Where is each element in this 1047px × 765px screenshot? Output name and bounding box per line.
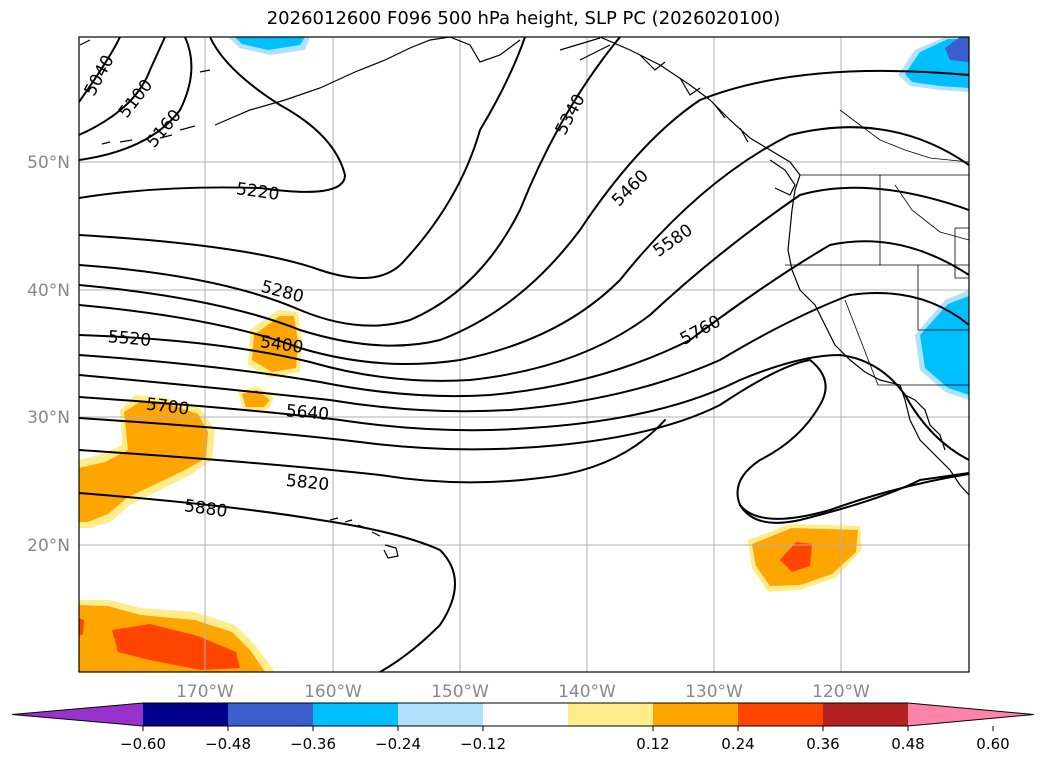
map-frame [78, 36, 970, 673]
lon-label: 130°W [685, 682, 743, 702]
contour-label: 5820 [285, 471, 330, 495]
lon-label: 140°W [558, 682, 616, 702]
lon-label: 170°W [176, 682, 234, 702]
longitude-labels: 170°W 160°W 150°W 140°W 130°W 120°W [176, 682, 870, 702]
colorbar-tick-label: −0.24 [375, 735, 421, 753]
colorbar-tick-label: −0.12 [460, 735, 506, 753]
colorbar-tick-label: 0.24 [721, 735, 754, 753]
colorbar-tick-label: 0.36 [806, 735, 839, 753]
lat-label: 30°N [27, 408, 70, 428]
colorbar-segment [313, 703, 398, 726]
colorbar-tick-label: 0.12 [636, 735, 669, 753]
lon-label: 150°W [431, 682, 489, 702]
colorbar-tick-label: 0.60 [976, 735, 1009, 753]
contour-label: 5520 [107, 327, 152, 351]
positive-anomaly-region [780, 542, 812, 572]
colorbar-tick-label: −0.60 [120, 735, 166, 753]
map-title: 2026012600 F096 500 hPa height, SLP PC (… [266, 8, 781, 29]
negative-anomaly-region [235, 37, 305, 50]
positive-anomaly-region [79, 618, 84, 636]
negative-anomaly-region [945, 37, 969, 62]
colorbar-tick-label: −0.36 [290, 735, 336, 753]
lat-label: 20°N [27, 536, 70, 556]
colorbar-segment [653, 703, 738, 726]
colorbar-segment [143, 703, 228, 726]
negative-anomaly-region [920, 296, 969, 395]
colorbar-extend-high [908, 703, 1034, 726]
political-borders [785, 109, 969, 386]
anomaly-shading [79, 37, 969, 672]
latitude-labels: 50°N 40°N 30°N 20°N [27, 153, 70, 556]
colorbar-extend-low [12, 703, 143, 726]
lon-label: 160°W [304, 682, 362, 702]
graticule [79, 37, 969, 672]
height-contours [79, 37, 969, 672]
positive-anomaly-region [252, 316, 298, 372]
colorbar-tick-label: 0.48 [891, 735, 924, 753]
lat-label: 40°N [27, 281, 70, 301]
colorbar-tick-label: −0.48 [205, 735, 251, 753]
colorbar-segment [568, 703, 653, 726]
colorbar-segment [483, 703, 568, 726]
contour-label: 5640 [285, 401, 330, 425]
colorbar-segment [398, 703, 483, 726]
lat-label: 50°N [27, 153, 70, 173]
colorbar-segment [228, 703, 313, 726]
positive-anomaly-region [79, 402, 208, 522]
positive-anomaly-region [242, 390, 270, 407]
positive-anomaly-region [112, 624, 240, 670]
colorbar-segment [823, 703, 908, 726]
colorbar-segment [738, 703, 823, 726]
lon-label: 120°W [812, 682, 870, 702]
colorbar: −0.60 −0.48 −0.36 −0.24 −0.12 0.12 0.24 0.36 0.4… [11, 702, 1035, 753]
